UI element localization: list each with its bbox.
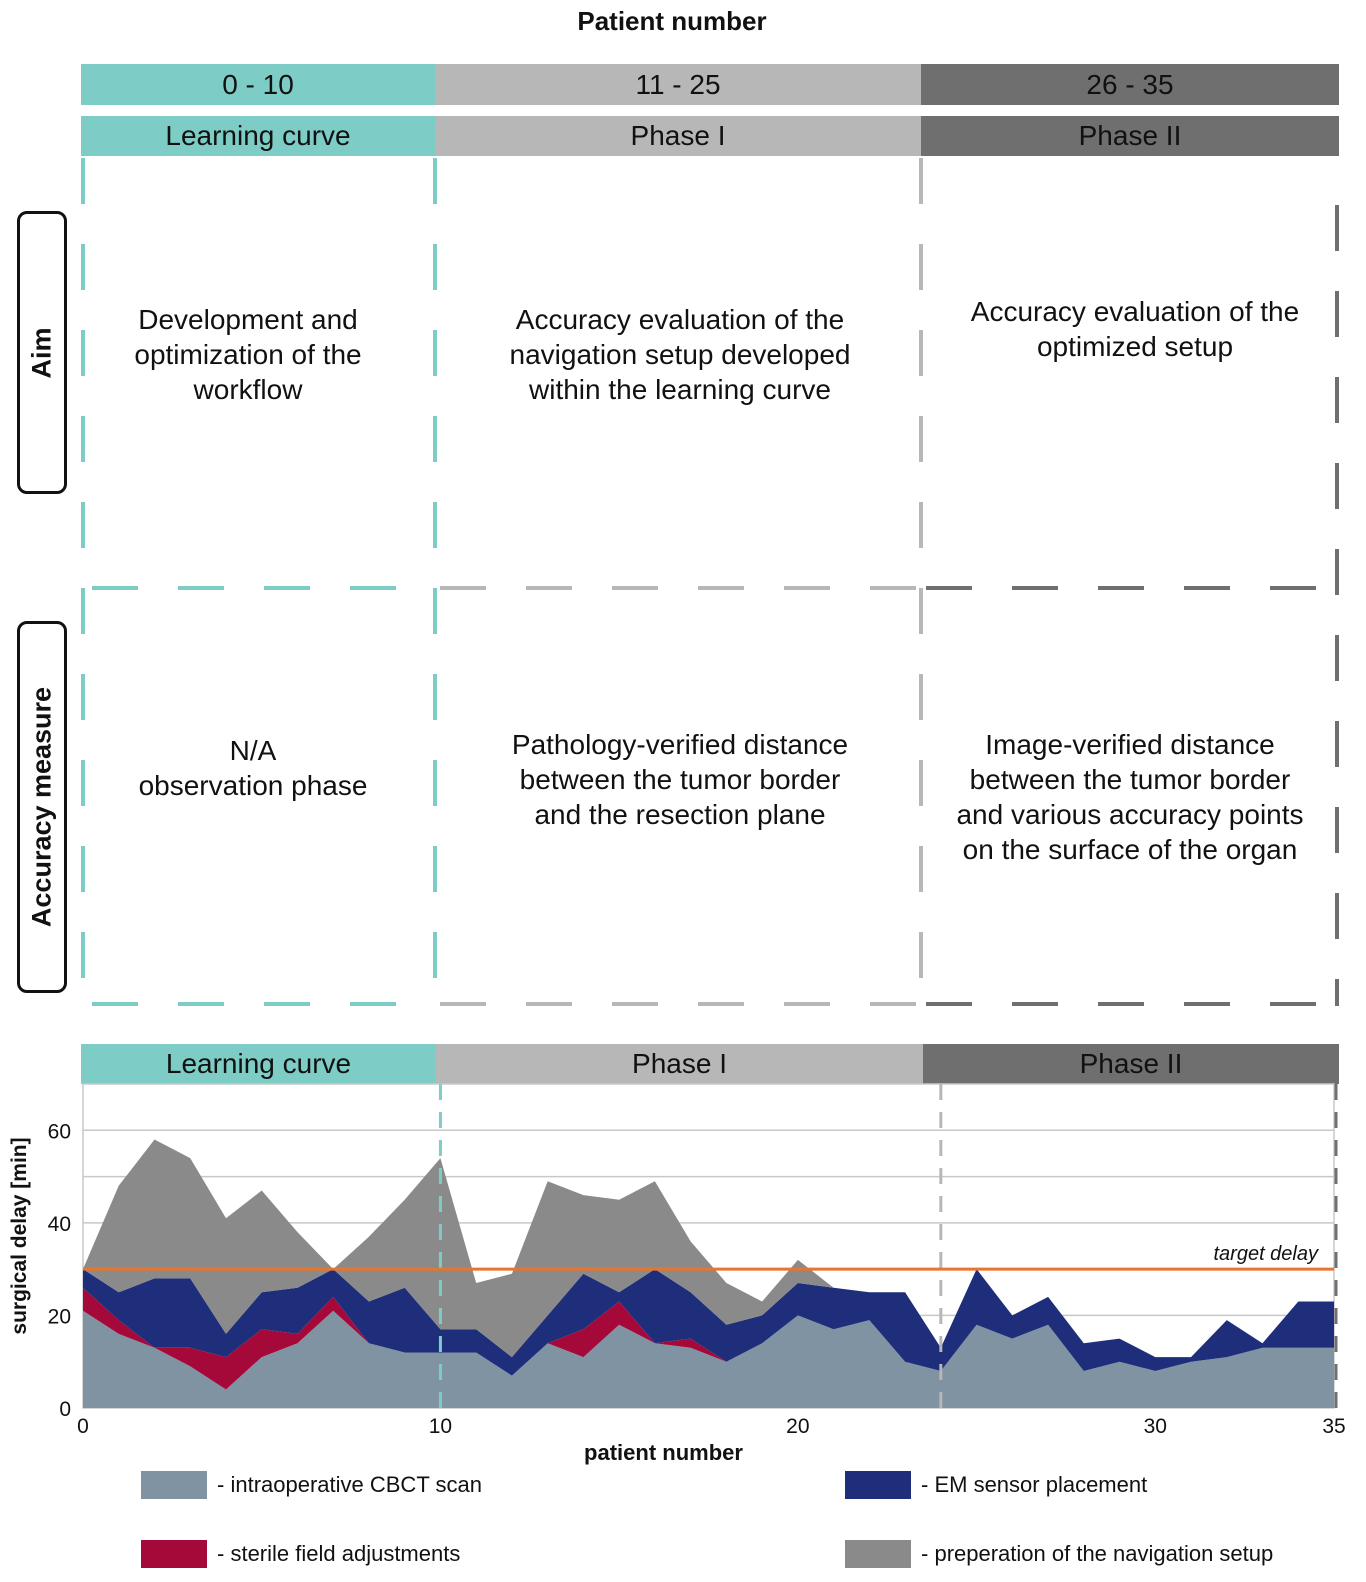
legend-swatch-prep bbox=[845, 1540, 911, 1568]
legend-label-sterile: sterile field adjustments bbox=[230, 1541, 461, 1566]
x-tick-label: 10 bbox=[429, 1415, 452, 1438]
x-tick-label: 30 bbox=[1144, 1415, 1167, 1438]
legend-swatch-em bbox=[845, 1471, 911, 1499]
legend-swatch-sterile bbox=[141, 1540, 207, 1568]
phase-band-learning: Learning curve bbox=[81, 116, 435, 156]
y-tick-label: 20 bbox=[48, 1305, 71, 1328]
x-axis-label: patient number bbox=[584, 1440, 743, 1465]
y-tick-label: 0 bbox=[59, 1398, 71, 1421]
aim-row-label: Aim bbox=[26, 326, 57, 379]
accuracy-cell-phase1: Pathology-verified distance between the … bbox=[511, 729, 849, 830]
delay-chart: target delay 0 20 40 60 0 10 20 30 35 patient numb… bbox=[8, 1083, 1346, 1465]
y-tick-label: 40 bbox=[48, 1213, 71, 1236]
area-series-0 bbox=[83, 1310, 1334, 1408]
x-tick-label: 0 bbox=[77, 1415, 89, 1438]
phase-band-phase2: Phase II bbox=[921, 116, 1339, 156]
table-grid bbox=[81, 158, 1339, 1006]
aim-cell-phase2: Accuracy evaluation of the optimized set… bbox=[970, 296, 1300, 362]
legend-item-prep: - preperation of the navigation setup bbox=[845, 1540, 1273, 1568]
aim-cell-phase1: Accuracy evaluation of the navigation se… bbox=[509, 304, 851, 405]
target-delay-label: target delay bbox=[1213, 1243, 1319, 1265]
range-band-phase2: 26 - 35 bbox=[921, 64, 1339, 105]
page-title: Patient number bbox=[577, 6, 767, 36]
legend-swatch-cbct bbox=[141, 1471, 207, 1499]
accuracy-row-label-box: Accuracy measure bbox=[17, 621, 67, 993]
accuracy-row-label: Accuracy measure bbox=[26, 686, 57, 928]
legend-label-cbct: intraoperative CBCT scan bbox=[230, 1472, 482, 1497]
aim-row-label-box: Aim bbox=[17, 211, 67, 494]
legend-label-em: EM sensor placement bbox=[934, 1472, 1148, 1497]
legend-label-prep: preperation of the navigation setup bbox=[934, 1541, 1274, 1566]
accuracy-cell-learning: N/A observation phase bbox=[138, 735, 368, 801]
y-tick-label: 60 bbox=[48, 1120, 71, 1143]
range-band-learning: 0 - 10 bbox=[81, 64, 435, 105]
x-tick-label: 35 bbox=[1322, 1415, 1345, 1438]
aim-cell-learning: Development and optimization of the work… bbox=[134, 304, 362, 405]
legend-item-cbct: - intraoperative CBCT scan bbox=[141, 1471, 482, 1499]
y-axis-label: surgical delay [min] bbox=[8, 1137, 31, 1334]
legend-item-em: - EM sensor placement bbox=[845, 1471, 1147, 1499]
x-tick-label: 20 bbox=[786, 1415, 809, 1438]
accuracy-cell-phase2: Image-verified distance between the tumo… bbox=[956, 729, 1304, 865]
phase-band-phase1: Phase I bbox=[435, 116, 921, 156]
range-band-phase1: 11 - 25 bbox=[435, 64, 921, 105]
legend-item-sterile: - sterile field adjustments bbox=[141, 1540, 460, 1568]
chart-phase-band-learning: Learning curve bbox=[81, 1044, 436, 1084]
chart-phase-band-phase1: Phase I bbox=[436, 1044, 923, 1084]
area-series-2 bbox=[83, 1269, 1334, 1376]
chart-phase-band-phase2: Phase II bbox=[923, 1044, 1339, 1084]
